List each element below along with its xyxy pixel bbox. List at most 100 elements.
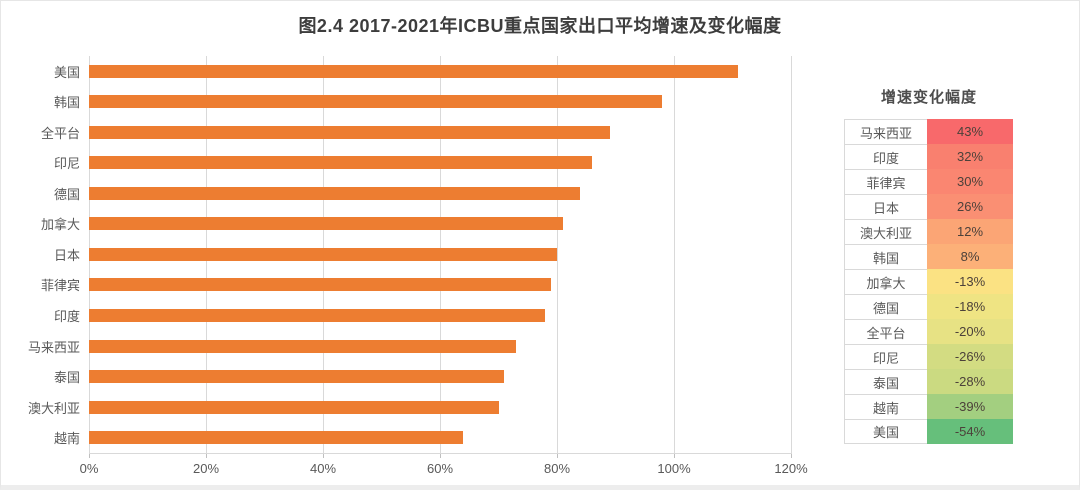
category-label: 澳大利亚 — [27, 400, 80, 416]
axis-tick-mark — [89, 454, 90, 458]
change-range-row: 日本 26% — [844, 194, 1014, 219]
bar — [89, 400, 499, 414]
change-range-row: 马来西亚 43% — [844, 119, 1014, 144]
country-name-cell: 全平台 — [844, 319, 927, 344]
change-range-table-body: 马来西亚 43% 印度 32% 菲律宾 30% 日本 26% 澳大利亚 12% 韩国 8% 加拿大 -13… — [844, 119, 1014, 444]
change-value-cell: 32% — [927, 144, 1013, 169]
bar — [89, 370, 505, 384]
change-value-cell: -39% — [927, 394, 1013, 419]
bar-row — [89, 209, 791, 240]
axis-tick-mark — [674, 454, 675, 458]
bar — [89, 64, 739, 78]
country-name-cell: 菲律宾 — [844, 169, 927, 194]
country-name-cell: 澳大利亚 — [844, 219, 927, 244]
category-label: 马来西亚 — [27, 339, 80, 355]
change-range-row: 澳大利亚 12% — [844, 219, 1014, 244]
change-range-row: 越南 -39% — [844, 394, 1014, 419]
axis-tick-label: 100% — [657, 461, 691, 476]
change-value-cell: -26% — [927, 344, 1013, 369]
axis-tick-label: 0% — [79, 461, 99, 476]
country-name-cell: 德国 — [844, 294, 927, 319]
bar-row — [89, 361, 791, 392]
change-value-cell: 30% — [927, 169, 1013, 194]
country-name-cell: 泰国 — [844, 369, 927, 394]
change-range-row: 泰国 -28% — [844, 369, 1014, 394]
change-range-table: 增速变化幅度 马来西亚 43% 印度 32% 菲律宾 30% 日本 26% 澳大利亚 12% 韩国 8… — [844, 86, 1014, 444]
bar-row — [89, 270, 791, 301]
change-value-cell: -20% — [927, 319, 1013, 344]
bar-row — [89, 56, 791, 87]
axis-tick-mark — [323, 454, 324, 458]
bar — [89, 247, 557, 261]
change-range-row: 德国 -18% — [844, 294, 1014, 319]
change-value-cell: -13% — [927, 269, 1013, 294]
axis-tick-mark — [440, 454, 441, 458]
change-range-row: 印度 32% — [844, 144, 1014, 169]
bar-chart-category-labels: 美国韩国全平台印尼德国加拿大日本菲律宾印度马来西亚泰国澳大利亚越南 — [9, 56, 89, 453]
bar-row — [89, 87, 791, 118]
axis-tick-label: 60% — [426, 461, 454, 476]
change-value-cell: 26% — [927, 194, 1013, 219]
country-name-cell: 美国 — [844, 419, 927, 444]
change-range-row: 加拿大 -13% — [844, 269, 1014, 294]
change-value-cell: -18% — [927, 294, 1013, 319]
bar — [89, 186, 581, 200]
change-range-row: 韩国 8% — [844, 244, 1014, 269]
category-label: 泰国 — [53, 370, 80, 386]
category-label: 越南 — [53, 431, 80, 447]
axis-tick-label: 20% — [192, 461, 220, 476]
category-label: 全平台 — [40, 125, 80, 141]
bar-row — [89, 148, 791, 179]
country-name-cell: 加拿大 — [844, 269, 927, 294]
country-name-cell: 印尼 — [844, 344, 927, 369]
category-label: 韩国 — [53, 95, 80, 111]
bar-row — [89, 239, 791, 270]
axis-tick-label: 80% — [543, 461, 571, 476]
category-label: 菲律宾 — [40, 278, 80, 294]
change-range-row: 美国 -54% — [844, 419, 1014, 444]
change-range-table-title: 增速变化幅度 — [880, 89, 977, 106]
country-name-cell: 韩国 — [844, 244, 927, 269]
axis-tick-label: 40% — [309, 461, 337, 476]
change-value-cell: -28% — [927, 369, 1013, 394]
country-name-cell: 马来西亚 — [844, 119, 927, 144]
change-range-row: 全平台 -20% — [844, 319, 1014, 344]
bar-row — [89, 178, 791, 209]
change-value-cell: 43% — [927, 119, 1013, 144]
bar-row — [89, 392, 791, 423]
axis-tick-label: 120% — [774, 461, 808, 476]
bar-row — [89, 117, 791, 148]
category-label: 印度 — [53, 309, 80, 325]
country-name-cell: 印度 — [844, 144, 927, 169]
country-name-cell: 越南 — [844, 394, 927, 419]
category-label: 德国 — [53, 186, 80, 202]
bar-row — [89, 422, 791, 453]
bar — [89, 309, 546, 323]
bar — [89, 125, 610, 139]
country-name-cell: 日本 — [844, 194, 927, 219]
bar — [89, 339, 517, 353]
change-range-row: 印尼 -26% — [844, 344, 1014, 369]
bar-chart-plot-area — [89, 56, 792, 454]
change-range-row: 菲律宾 30% — [844, 169, 1014, 194]
bar-row — [89, 300, 791, 331]
bar — [89, 95, 663, 109]
category-label: 印尼 — [53, 156, 80, 172]
change-value-cell: -54% — [927, 419, 1013, 444]
category-label: 日本 — [53, 247, 80, 263]
bar — [89, 278, 552, 292]
bar — [89, 217, 563, 231]
chart-title: 图2.4 2017-2021年ICBU重点国家出口平均增速及变化幅度 — [298, 16, 782, 36]
bar — [89, 156, 593, 170]
category-label: 美国 — [53, 64, 80, 80]
axis-tick-mark — [206, 454, 207, 458]
axis-tick-mark — [791, 454, 792, 458]
axis-tick-mark — [557, 454, 558, 458]
change-value-cell: 12% — [927, 219, 1013, 244]
change-value-cell: 8% — [927, 244, 1013, 269]
bar — [89, 431, 464, 445]
bar-row — [89, 331, 791, 362]
category-label: 加拿大 — [40, 217, 80, 233]
bar-chart-x-axis: 0% 20% 40% 60% 80% 100% 120% — [80, 454, 808, 480]
